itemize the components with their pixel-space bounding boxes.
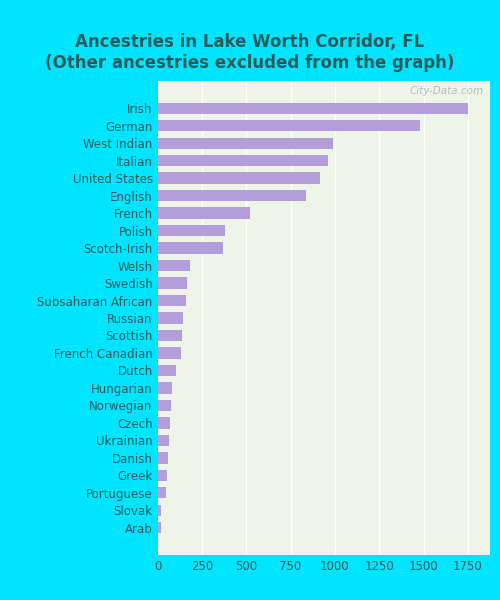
Bar — [158, 470, 166, 481]
Bar — [158, 452, 168, 464]
Bar — [158, 137, 333, 149]
Bar — [158, 313, 183, 323]
Bar — [158, 172, 320, 184]
Text: City-Data.com: City-Data.com — [409, 86, 484, 96]
Bar — [158, 155, 328, 166]
Bar — [158, 330, 182, 341]
Bar — [158, 365, 176, 376]
Bar — [158, 242, 223, 254]
Bar — [158, 505, 162, 516]
Bar — [158, 382, 172, 394]
Bar — [158, 225, 225, 236]
Bar — [158, 190, 306, 202]
Bar — [158, 277, 187, 289]
Bar — [158, 103, 468, 114]
Bar — [158, 120, 420, 131]
Bar — [158, 400, 171, 411]
Bar — [158, 295, 186, 306]
Bar — [158, 260, 190, 271]
Bar — [158, 208, 250, 219]
Bar — [158, 347, 182, 359]
Text: Ancestries in Lake Worth Corridor, FL
(Other ancestries excluded from the graph): Ancestries in Lake Worth Corridor, FL (O… — [46, 33, 455, 72]
Bar — [158, 487, 166, 499]
Bar — [158, 417, 170, 428]
Bar — [158, 434, 169, 446]
Bar — [158, 522, 160, 533]
